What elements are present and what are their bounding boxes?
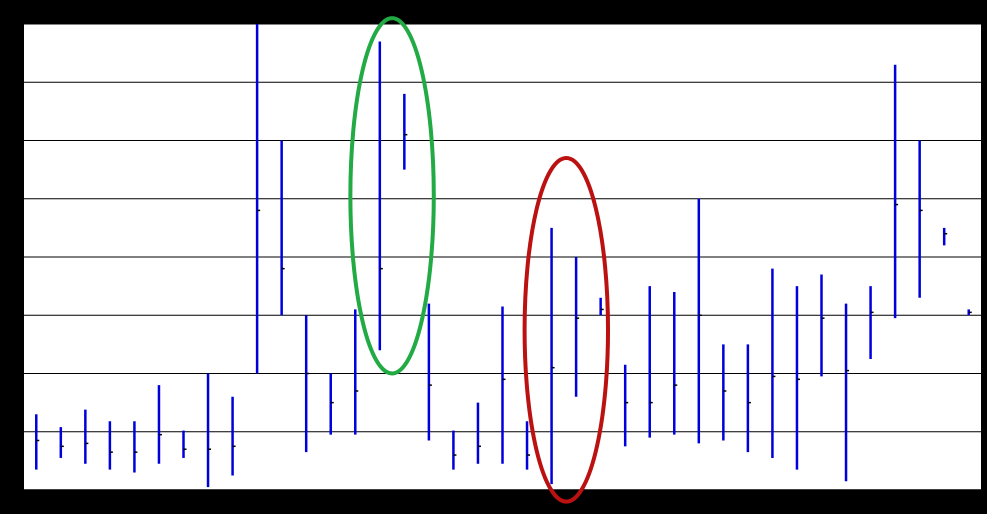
annotation-ellipse xyxy=(522,155,611,504)
annotation-ellipse xyxy=(348,16,436,376)
x-axis xyxy=(23,489,982,495)
price-bars xyxy=(35,24,972,488)
annotations xyxy=(348,16,611,504)
